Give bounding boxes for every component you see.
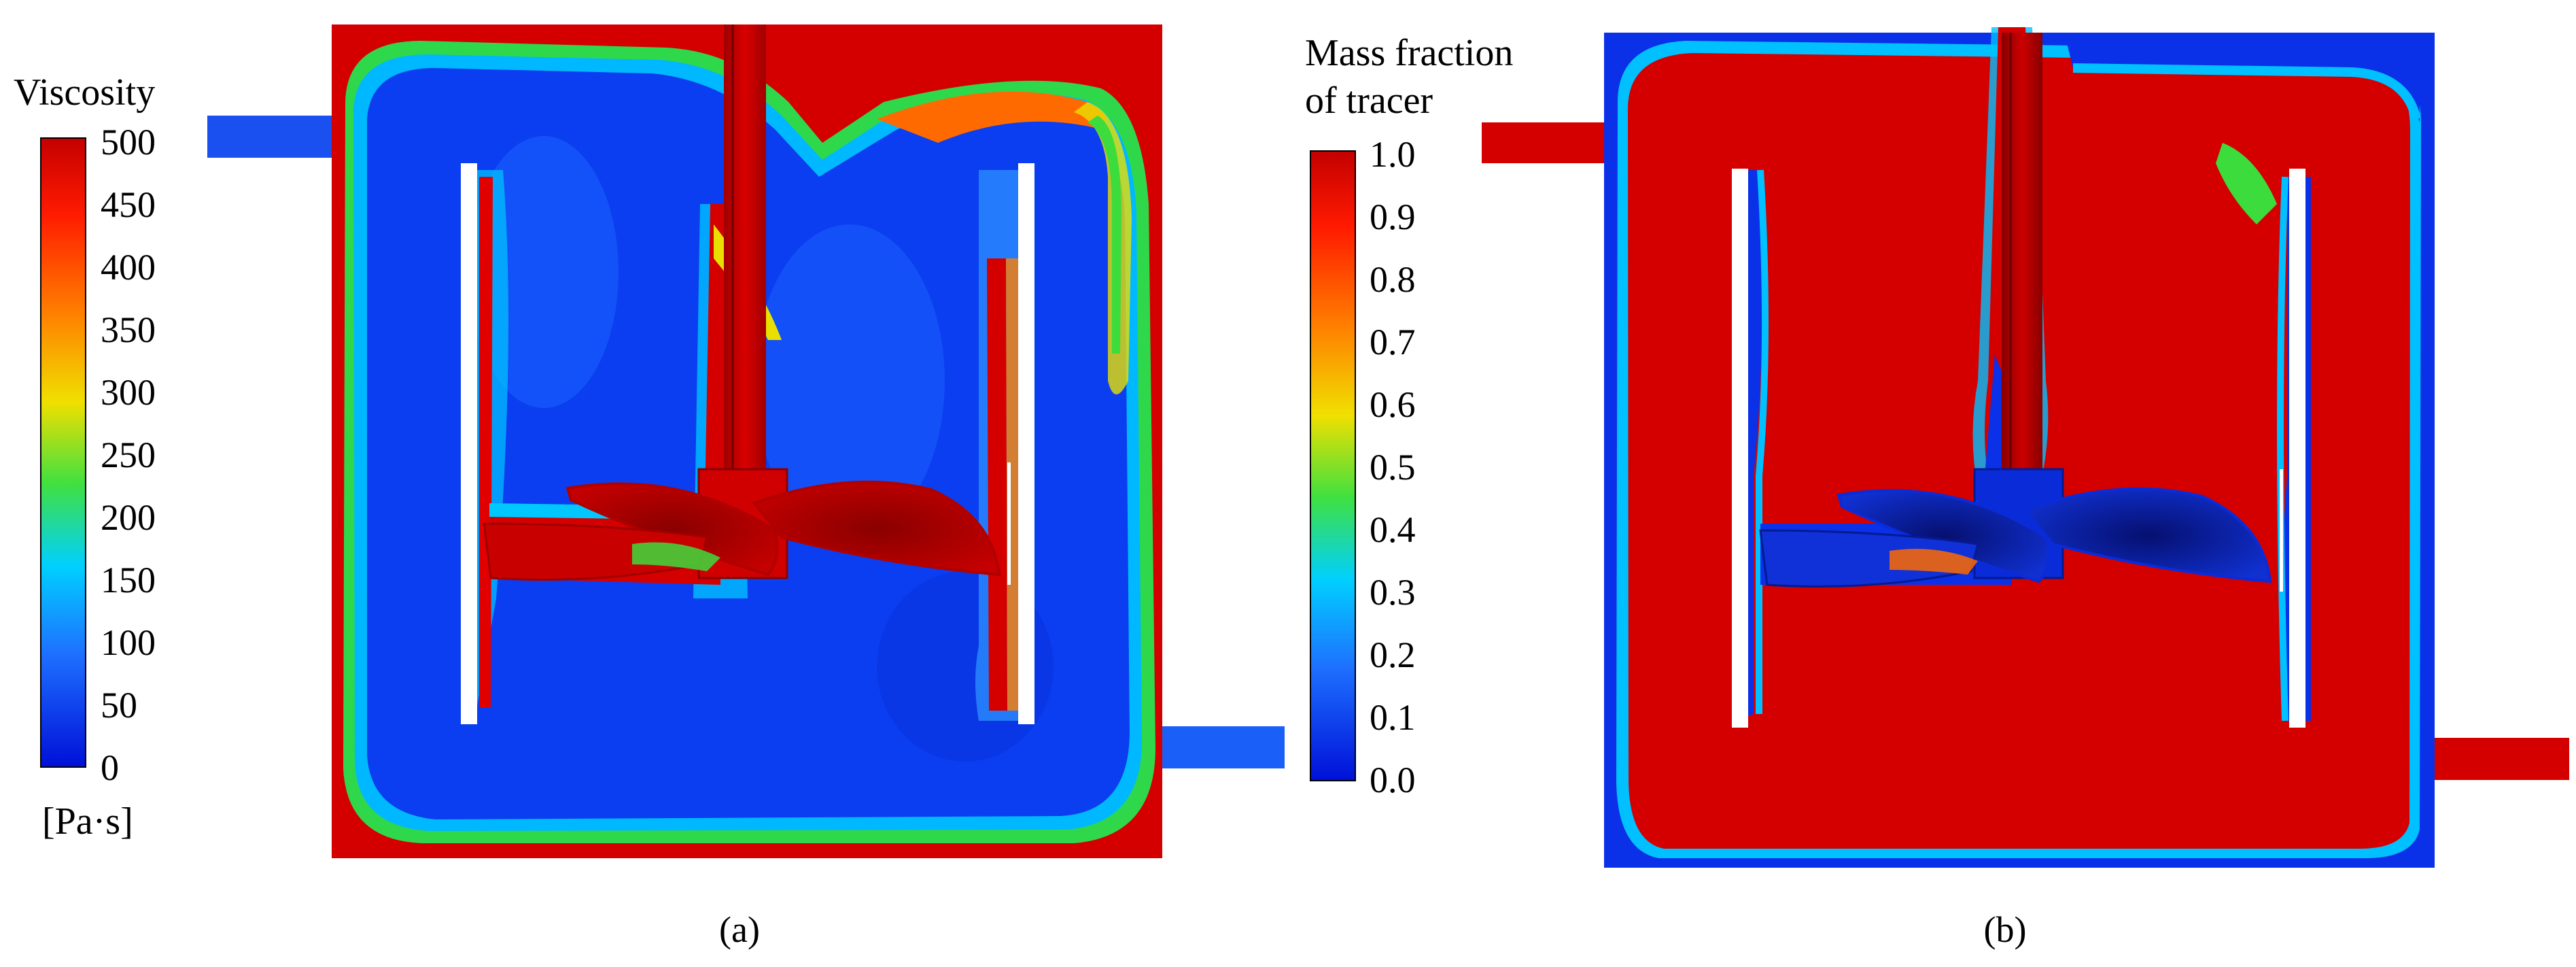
shaft [724, 24, 766, 514]
tick-label: 250 [101, 435, 156, 475]
caption-b: (b) [1983, 909, 2027, 950]
viscosity-unit-label: [Pa·s] [42, 800, 133, 843]
tracer-colorbar [1310, 150, 1356, 781]
tick-label: 0.2 [1370, 634, 1416, 675]
tick-label: 150 [101, 560, 156, 600]
tracer-contour-plot [1482, 27, 2569, 868]
outlet-pipe [2433, 738, 2569, 780]
tick-label: 0.6 [1370, 384, 1416, 425]
viscosity-contour-plot [207, 24, 1285, 858]
tick-label: 400 [101, 247, 156, 288]
tick-label: 200 [101, 497, 156, 538]
outlet-pipe [1149, 726, 1285, 768]
viscosity-legend-title: Viscosity [14, 71, 156, 114]
tick-label: 0.4 [1370, 509, 1416, 550]
tick-label: 500 [101, 122, 156, 163]
tick-label: 0.0 [1370, 760, 1416, 800]
tick-label: 0.3 [1370, 572, 1416, 613]
panel-a: Viscosity 500 450 400 350 300 250 200 15… [14, 24, 1285, 950]
tick-label: 0.1 [1370, 697, 1416, 738]
shaft [2002, 33, 2042, 481]
right-baffle [1018, 163, 1034, 724]
right-baffle [2289, 169, 2305, 728]
tick-label: 50 [101, 685, 137, 726]
tick-label: 300 [101, 372, 156, 413]
tick-label: 350 [101, 309, 156, 350]
tick-label: 0 [101, 747, 119, 788]
inlet-pipe [207, 116, 343, 158]
viscosity-colorbar [40, 137, 86, 768]
tick-label: 450 [101, 184, 156, 225]
left-baffle [1732, 169, 1748, 728]
left-baffle [461, 163, 477, 724]
blade-back [1759, 529, 1979, 588]
tick-label: 0.7 [1370, 322, 1416, 362]
caption-a: (a) [719, 909, 760, 950]
panel-b: Mass fraction of tracer 1.0 0.9 0.8 0.7 … [1291, 0, 2576, 967]
inlet-pipe [1482, 122, 1614, 163]
tick-label: 0.8 [1370, 259, 1416, 300]
tick-label: 0.5 [1370, 447, 1416, 488]
tracer-legend-title-line1: Mass fraction [1305, 32, 1514, 74]
tick-label: 100 [101, 622, 156, 663]
tick-label: 1.0 [1370, 134, 1416, 175]
tick-label: 0.9 [1370, 197, 1416, 237]
tracer-legend-title-line2: of tracer [1305, 80, 1433, 122]
blade-right [2023, 487, 2272, 583]
blade-right [752, 480, 1001, 577]
